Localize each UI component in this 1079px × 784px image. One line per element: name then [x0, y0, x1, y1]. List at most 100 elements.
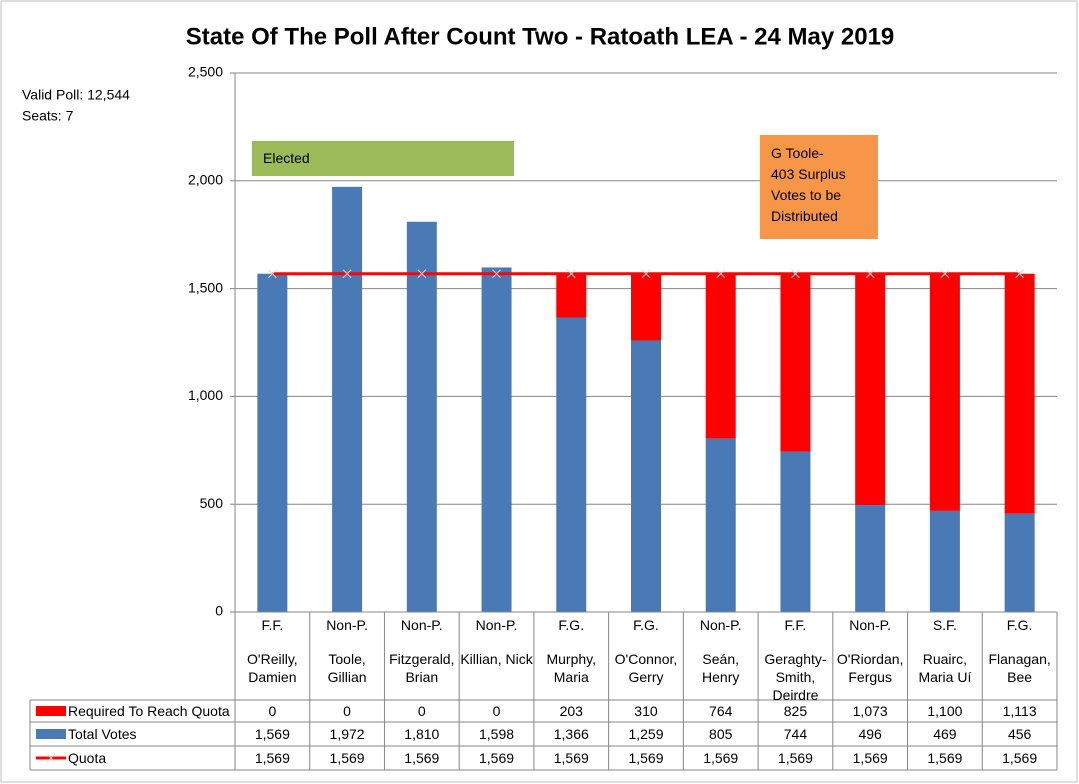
- table-value: 1,569: [553, 750, 589, 766]
- bar-required: [556, 273, 587, 318]
- quota-marker: [268, 269, 277, 279]
- quota-marker: [566, 269, 576, 279]
- quota-marker: [342, 269, 352, 279]
- category-label: O'Reilly, Damien: [247, 651, 298, 685]
- chart-title: State Of The Poll After Count Two - Rato…: [186, 23, 895, 50]
- quota-marker: [791, 269, 800, 279]
- bar-total: [332, 186, 363, 613]
- quota-marker: [492, 269, 501, 279]
- table-value: 469: [933, 726, 957, 742]
- table-value: 1,569: [254, 726, 290, 742]
- category-label: O'Connor, Gerry: [614, 651, 678, 685]
- party-label: F.F.: [784, 617, 807, 633]
- party-label: F.G.: [558, 617, 585, 633]
- table-value: 1,569: [703, 750, 739, 766]
- category-label: Fitzgerald, Brian: [389, 651, 455, 685]
- category-label: Toole, Gillian: [327, 651, 367, 685]
- party-label: F.G.: [1006, 617, 1033, 633]
- annotation-line: G Toole-: [771, 145, 824, 161]
- table-value: 496: [858, 726, 882, 742]
- table-value: 203: [559, 703, 583, 719]
- bar-required: [1004, 273, 1035, 514]
- table-value: 1,569: [1002, 750, 1038, 766]
- category-label: Seán, Henry: [702, 651, 740, 685]
- table-value: 1,569: [329, 750, 365, 766]
- party-label: Non-P.: [326, 617, 368, 633]
- bar-total: [855, 505, 886, 612]
- table-value: 1,972: [329, 726, 365, 742]
- quota-marker: [1015, 269, 1024, 279]
- y-tick-label: 500: [200, 495, 224, 511]
- table-value: 805: [709, 726, 733, 742]
- bar-total: [780, 451, 811, 612]
- legend-label: Required To Reach Quota: [68, 703, 230, 719]
- y-tick-label: 2,500: [188, 64, 223, 80]
- quota-marker: [417, 269, 427, 279]
- category-label: O'Riordan, Fergus: [836, 651, 904, 685]
- bar-required: [705, 273, 736, 439]
- table-value: 1,810: [404, 726, 440, 742]
- party-label: S.F.: [932, 617, 957, 633]
- bar-total: [406, 221, 437, 612]
- table-value: 1,569: [777, 750, 813, 766]
- annotation-box: Elected: [252, 141, 514, 176]
- y-tick-label: 0: [215, 603, 223, 619]
- category-label: Geraghty-Smith, Deirdre: [764, 651, 827, 703]
- annotation-line: Elected: [263, 150, 310, 166]
- bar-total: [929, 510, 960, 612]
- table-value: 1,366: [553, 726, 589, 742]
- annotation-line: Votes to be: [771, 187, 842, 203]
- bar-required: [929, 273, 960, 511]
- category-label: Killian, Nick: [460, 651, 533, 667]
- table-value: 0: [268, 703, 277, 719]
- table-value: 1,569: [404, 750, 440, 766]
- table-value: 1,569: [479, 750, 515, 766]
- y-tick-label: 2,000: [188, 172, 223, 188]
- bar-total: [631, 340, 661, 612]
- legend-key: [36, 729, 66, 739]
- table-value: 744: [783, 726, 808, 742]
- bar-total: [705, 438, 736, 612]
- table-value: 1,259: [628, 726, 664, 742]
- table-value: 1,598: [479, 726, 515, 742]
- quota-marker: [865, 269, 875, 279]
- legend-label: Total Votes: [68, 726, 137, 742]
- party-label: Non-P.: [699, 617, 742, 633]
- category-label: Ruairc, Maria Uí: [918, 651, 972, 685]
- table-value: 1,569: [852, 750, 888, 766]
- note: Seats: 7: [22, 108, 74, 124]
- bar-total: [481, 267, 512, 612]
- party-label: Non-P.: [849, 617, 892, 633]
- quota-marker: [641, 269, 651, 279]
- legend-key-marker: [46, 753, 56, 763]
- table-value: 0: [343, 703, 351, 719]
- bar-required: [631, 273, 661, 341]
- table-value: 1,569: [628, 750, 664, 766]
- table-value: 764: [709, 703, 733, 719]
- bar-required: [855, 273, 886, 506]
- bar-required: [780, 273, 811, 452]
- table-value: 1,073: [852, 703, 888, 719]
- table-value: 825: [783, 703, 808, 719]
- y-tick-label: 1,500: [188, 279, 223, 295]
- y-tick-label: 1,000: [188, 387, 223, 403]
- annotation-box: G Toole- 403 Surplus Votes to be Distribute…: [760, 135, 878, 239]
- party-label: F.F.: [261, 617, 284, 633]
- table-value: 1,569: [927, 750, 963, 766]
- party-label: F.G.: [633, 617, 659, 633]
- table-value: 1,569: [254, 750, 290, 766]
- annotation-line: 403 Surplus: [771, 166, 846, 182]
- note: Valid Poll: 12,544: [22, 87, 130, 103]
- quota-marker: [940, 269, 950, 279]
- bar-total: [257, 273, 288, 612]
- table-value: 1,100: [927, 703, 963, 719]
- party-label: Non-P.: [400, 617, 443, 633]
- table-value: 310: [634, 703, 658, 719]
- category-label: Murphy, Maria: [546, 651, 597, 685]
- annotation-line: Distributed: [771, 208, 838, 224]
- legend-label: Quota: [68, 750, 107, 766]
- table-value: 1,113: [1002, 703, 1037, 719]
